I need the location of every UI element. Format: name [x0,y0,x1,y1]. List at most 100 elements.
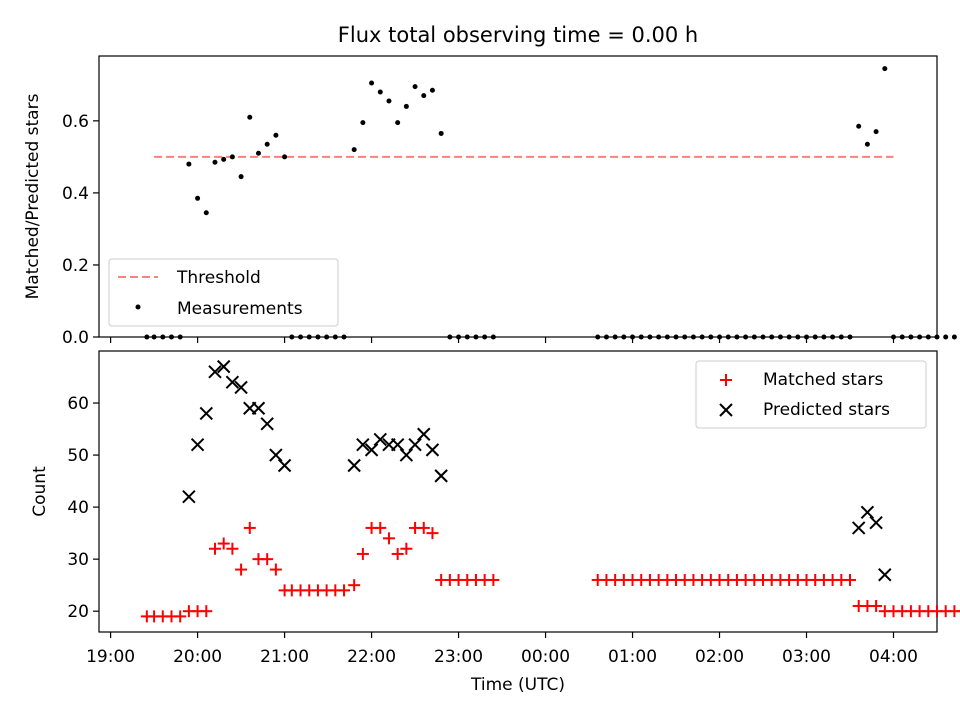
measurement-point [777,334,783,340]
measurement-point [917,334,923,340]
predicted-star-marker [408,437,422,452]
measurement-point [830,334,836,340]
measurement-point [690,334,696,340]
matched-star-marker [400,542,413,555]
bottom-legend: Matched stars Predicted stars [695,360,927,429]
bottom-y-tick-label: 60 [67,394,89,414]
measurement-point [908,334,914,340]
measurement-point [151,334,157,340]
bottom-x-tick-label: 01:00 [608,647,657,667]
top-x-ticks [109,337,895,343]
bottom-x-tick-label: 00:00 [521,647,570,667]
predicted-star-marker [869,516,883,530]
measurement-point [298,334,304,340]
bottom-x-ticks: 19:00 20:00 21:00 22:00 23:00 00:00 01:00 02:00… [86,632,918,667]
matched-star-marker [374,521,387,534]
matched-star-marker [174,610,187,623]
predicted-star-marker [878,568,892,582]
top-y-tick-label: 0.6 [62,112,89,132]
measurement-point [421,93,427,99]
measurement-point [332,334,338,340]
bottom-y-tick-label: 40 [67,498,89,518]
measurement-point [447,334,453,340]
matched-star-marker [243,521,256,534]
bottom-legend-box [695,360,927,429]
measurement-point [664,334,670,340]
measurement-point [221,156,227,162]
measurement-point [195,195,201,201]
measurement-point [847,334,853,340]
measurement-point [212,159,218,165]
measurement-point [899,334,905,340]
bottom-y-ticks: 20 30 40 50 60 [67,394,99,622]
predicted-star-marker [234,380,248,395]
measurement-point [612,334,618,340]
predicted-star-marker [852,521,866,535]
measurement-point [429,87,435,93]
measurement-point [377,89,383,95]
top-y-tick-label: 0.0 [62,328,89,348]
bottom-x-tick-label: 03:00 [782,647,831,667]
predicted-star-marker [425,443,440,457]
x-axis-label: Time (UTC) [470,675,565,695]
top-y-tick-label: 0.2 [62,256,89,276]
top-y-tick-label: 0.4 [62,184,89,204]
bottom-x-tick-label: 23:00 [434,647,483,667]
top-legend-box [108,258,339,327]
legend-matched-label: Matched stars [763,370,883,390]
measurement-point [943,334,949,340]
bottom-x-tick-label: 22:00 [347,647,396,667]
measurement-point [743,334,749,340]
top-legend: Threshold Measurements [108,258,339,327]
measurement-point [395,120,401,126]
measurement-point [160,334,166,340]
bottom-x-tick-label: 21:00 [260,647,309,667]
matched-stars-points [140,521,960,623]
measurement-point [255,150,261,156]
predicted-star-marker [399,448,414,462]
legend-predicted-label: Predicted stars [763,400,890,420]
predicted-star-marker [269,448,283,462]
measurement-point [673,334,679,340]
measurement-point [144,334,150,340]
measurement-point [786,334,792,340]
bottom-x-tick-label: 02:00 [695,647,744,667]
measurement-point [891,334,897,340]
measurement-point [804,334,810,340]
measurement-point [734,334,740,340]
predicted-star-marker [434,469,448,483]
measurement-point [324,334,330,340]
measurement-point [856,123,862,129]
measurement-point [315,334,321,340]
measurement-point [795,334,801,340]
predicted-star-marker [199,406,213,421]
matched-star-marker [200,605,213,618]
measurement-point [386,98,392,104]
measurement-point [482,334,488,340]
measurement-point [229,154,235,160]
measurement-point [621,334,627,340]
measurement-point [186,161,192,167]
bottom-x-tick-label: 20:00 [173,647,222,667]
chart-title: Flux total observing time = 0.00 h [338,23,698,47]
predicted-star-marker [182,489,196,504]
measurement-point [473,334,479,340]
measurements-legend-swatch [135,304,141,310]
predicted-star-marker [251,401,266,415]
measurement-point [708,334,714,340]
predicted-star-marker [373,432,387,447]
matched-star-marker [487,573,500,586]
matched-star-marker [844,573,857,586]
predicted-star-marker [216,359,231,374]
predicted-star-marker [225,375,240,389]
predicted-star-marker [356,437,370,452]
matched-star-marker [235,563,248,576]
measurement-point [630,334,636,340]
bottom-x-tick-label: 19:00 [86,647,135,667]
legend-measurements-label: Measurements [177,299,303,319]
matched-star-marker [261,553,274,566]
measurement-point [682,334,688,340]
measurement-point [403,103,409,109]
bottom-y-tick-label: 30 [67,550,89,570]
